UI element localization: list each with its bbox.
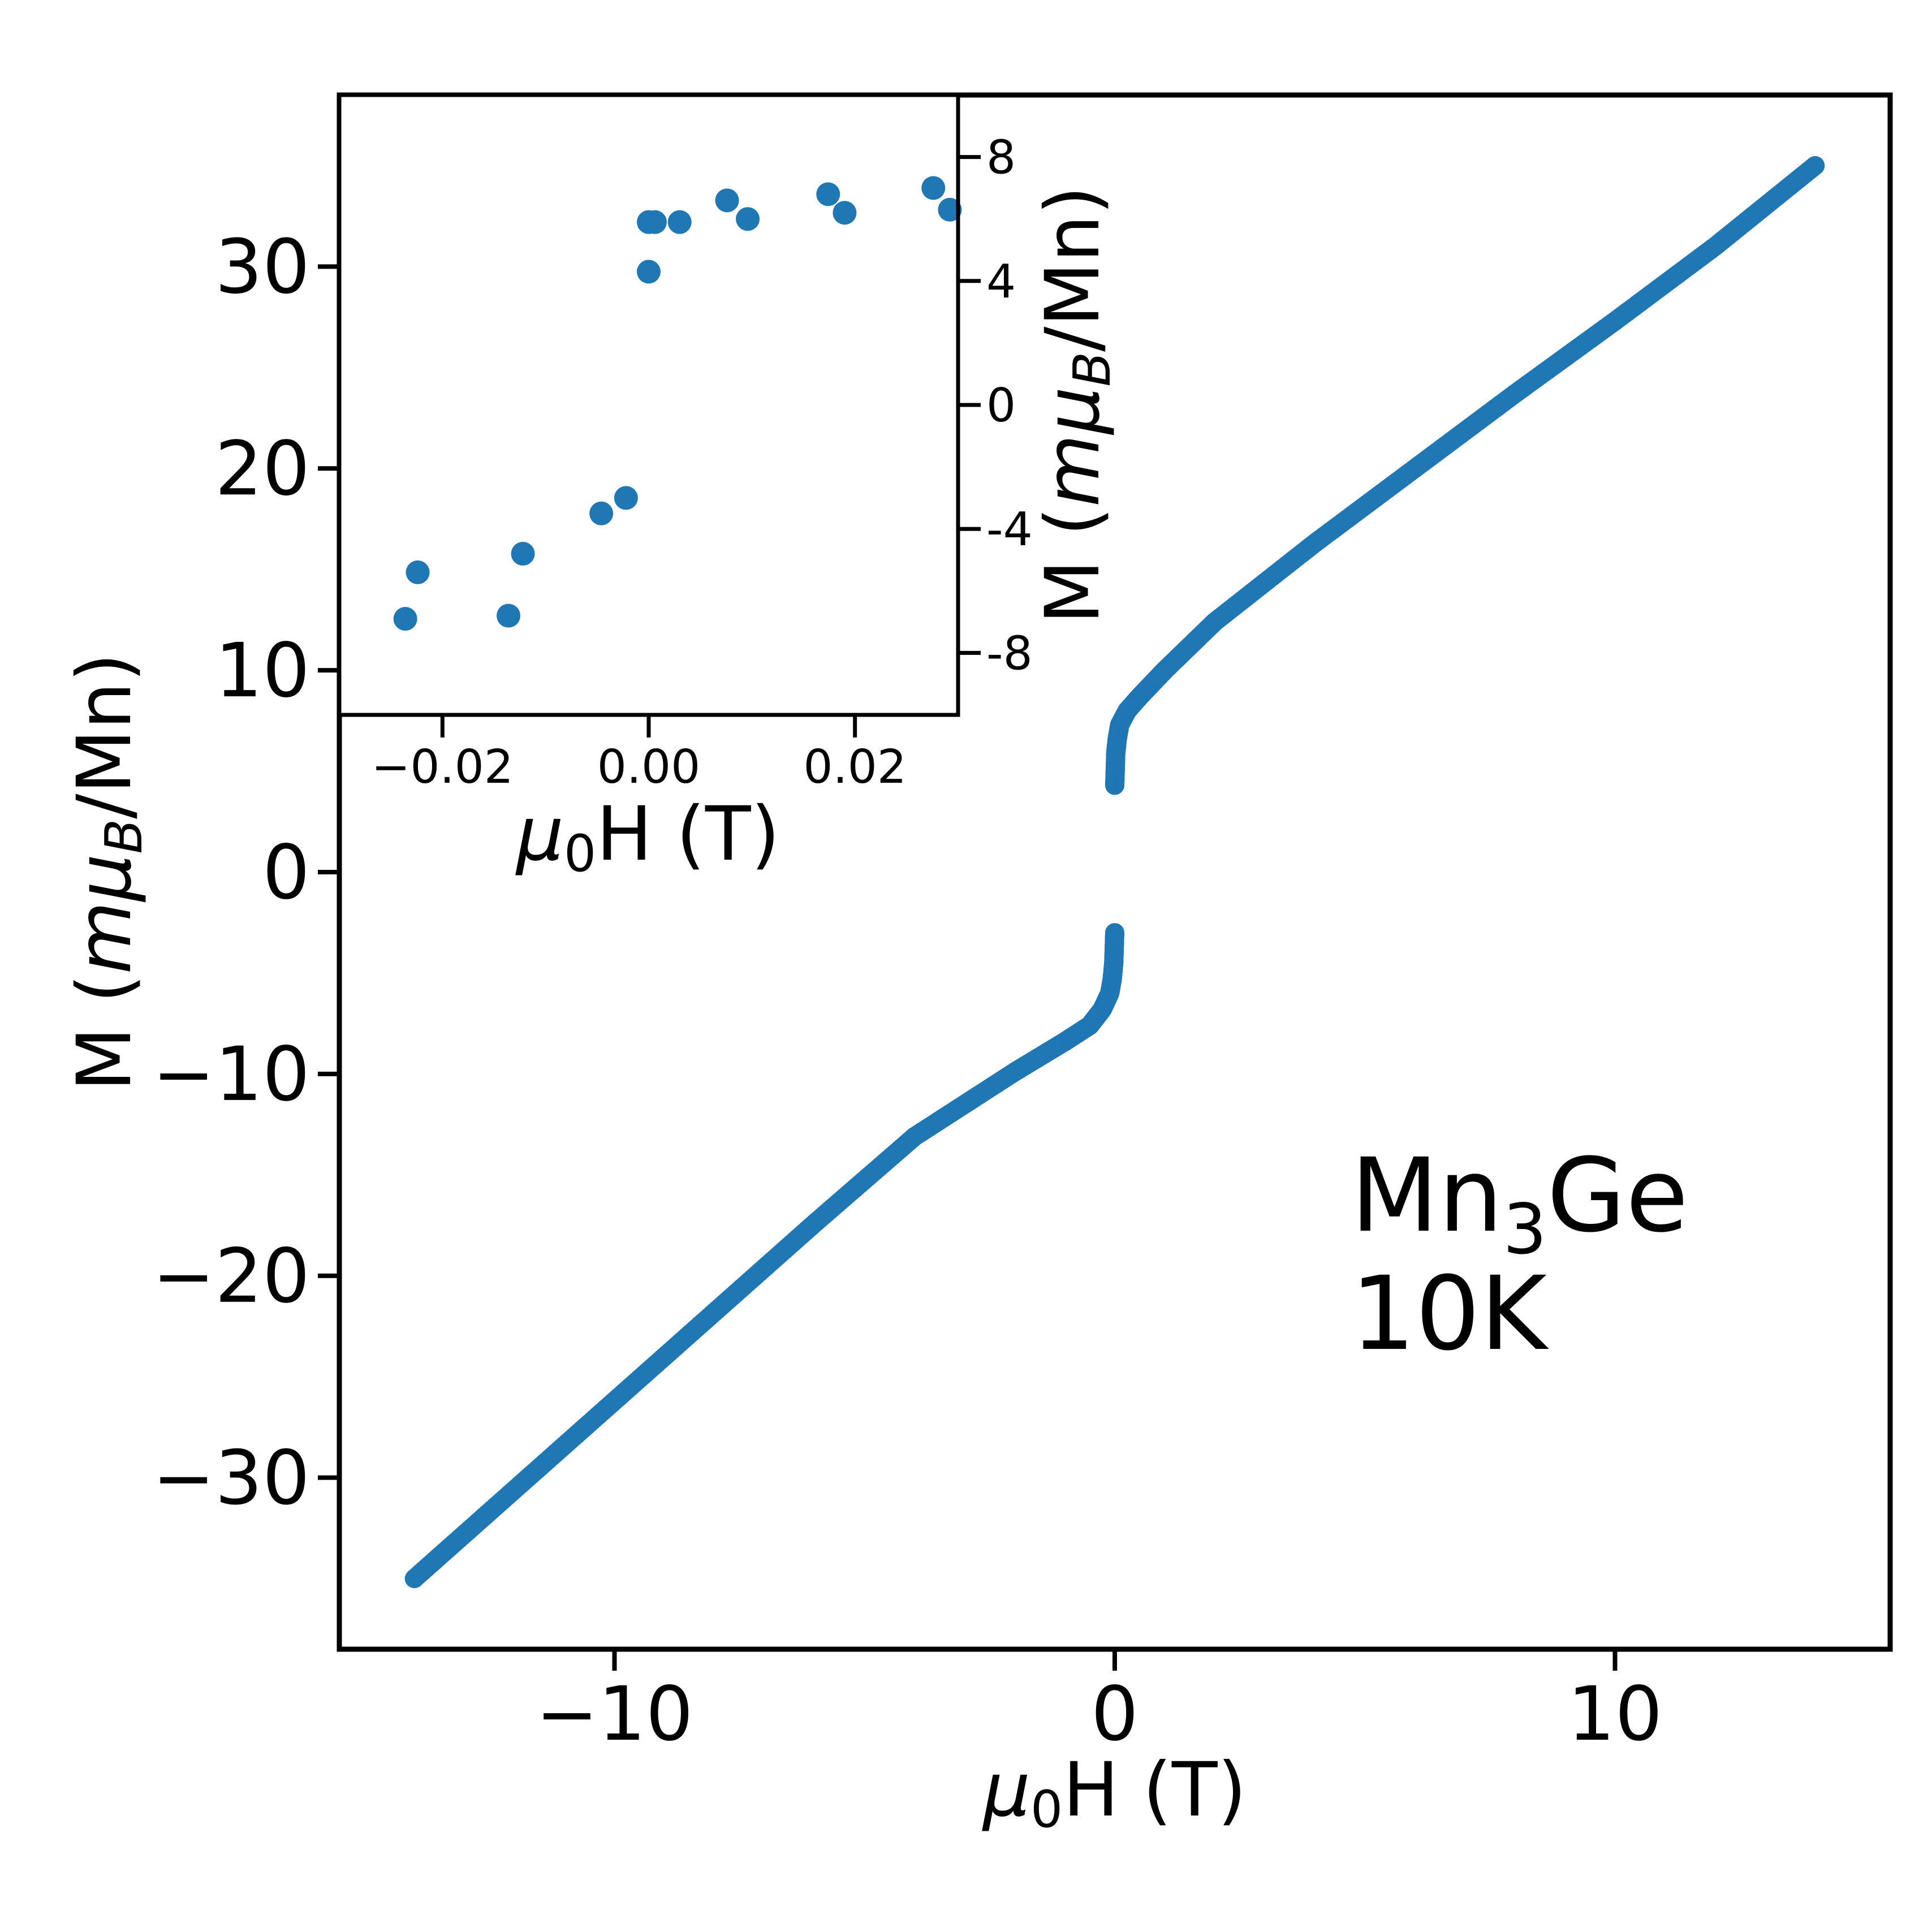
inset-x-axis-label: μ0H (T) — [515, 791, 780, 883]
main-x-tick-label: 10 — [1568, 1671, 1663, 1758]
inset-x-tick-label: −0.02 — [372, 740, 514, 794]
inset-data-point — [393, 607, 417, 631]
inset-data-point — [511, 542, 535, 566]
inset-data-point — [667, 210, 692, 234]
main-y-axis-label: M (mμB/Mn) — [61, 653, 154, 1091]
main-y-tick-label: 0 — [262, 829, 310, 916]
main-y-tick-label: −30 — [152, 1435, 310, 1522]
main-x-axis-label: μ0H (T) — [982, 1746, 1247, 1839]
main-y-tick-label: 30 — [215, 223, 310, 310]
inset-y-tick-label: -4 — [986, 503, 1033, 557]
inset-y-tick-label: 8 — [986, 131, 1016, 185]
main-y-tick-label: 20 — [215, 425, 310, 512]
inset-data-point — [637, 260, 661, 284]
main-data-points — [404, 156, 1825, 1589]
inset-y-tick-label: 4 — [986, 255, 1016, 309]
inset-y-tick-label: -8 — [986, 627, 1033, 680]
main-x-tick-label: −10 — [536, 1671, 693, 1758]
inset-data-point — [833, 201, 857, 225]
inset-background — [339, 95, 958, 715]
inset-data-point — [614, 486, 638, 510]
inset-y-tick-label: 0 — [986, 379, 1016, 433]
inset-data-point — [715, 188, 739, 213]
inset-x-ticks: −0.02 0.00 0.02 — [372, 715, 907, 794]
main-y-tick-label: −10 — [152, 1031, 310, 1118]
inset-data-points — [393, 176, 962, 631]
inset-data-point — [938, 197, 962, 222]
inset-data-point — [642, 210, 667, 234]
main-x-ticks: −10 0 10 — [536, 1649, 1663, 1758]
main-data-point — [1805, 156, 1825, 175]
temperature-label: 10K — [1351, 1255, 1549, 1373]
inset-data-point — [921, 176, 946, 200]
inset-data-point — [406, 560, 430, 584]
inset-x-tick-label: 0.02 — [803, 740, 907, 794]
inset-data-point — [816, 182, 840, 206]
inset-plot: −0.02 0.00 0.02 -8 -4 0 4 8 μ0H (T) M (mμB/Mn) — [337, 93, 1122, 883]
inset-x-tick-label: 0.00 — [597, 740, 701, 794]
main-y-tick-label: −20 — [152, 1233, 310, 1320]
main-plot: −10 0 10 −30 −20 −10 0 10 20 30 μ0H (T) M (mμB/M… — [61, 92, 1893, 1839]
main-data-point — [1105, 923, 1124, 943]
inset-data-point — [497, 603, 521, 628]
main-y-ticks: −30 −20 −10 0 10 20 30 — [152, 223, 339, 1522]
main-y-tick-label: 10 — [215, 627, 310, 714]
inset-y-ticks: -8 -4 0 4 8 — [958, 131, 1033, 680]
inset-y-axis-label: M (mμB/Mn) — [1029, 186, 1122, 624]
inset-data-point — [736, 207, 760, 231]
compound-formula: Mn3Ge — [1351, 1137, 1688, 1270]
inset-data-point — [589, 501, 614, 525]
main-x-tick-label: 0 — [1091, 1671, 1138, 1758]
